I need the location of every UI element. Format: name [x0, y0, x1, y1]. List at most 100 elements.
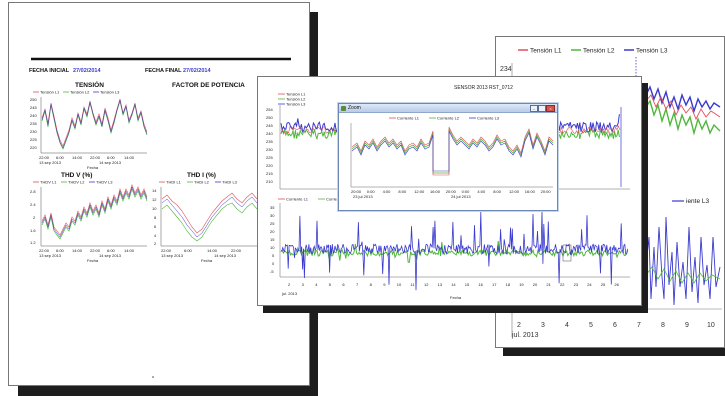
thdv-ytick: 2.4 — [30, 202, 36, 207]
middle-xticks: 2 3 4 5 6 7 8 9 10 11 12 13 14 15 16 17 18 19 20 21 22 23 24 25… — [288, 282, 620, 287]
thdv-legend-l1: THDV L1 — [40, 180, 57, 185]
middle-top-legend: Tensión L1 Tensión L2 Tensión L3 — [278, 92, 306, 107]
thdi-date-left: 13 sep 2013 — [161, 253, 184, 258]
middle-xtick: 23 — [574, 282, 579, 287]
middle-sheet: SENSOR 2013 RST_0712 Tensión L1 Tensión … — [257, 76, 642, 306]
zoom-window[interactable]: Zoom – × Corriente L1 Corriente L2 Corri… — [338, 103, 558, 211]
middle-xtick: 22 — [560, 282, 565, 287]
middle-current-l3 — [280, 210, 628, 291]
back-legend-l3: Tensión L3 — [636, 48, 668, 55]
zoom-xtick: 0:00 — [462, 189, 471, 194]
middle-marker-box — [562, 244, 572, 262]
back-xtick: 4 — [565, 322, 569, 329]
thdi-chart-title: THD I (%) — [187, 172, 216, 179]
zoom-current-l2 — [351, 128, 554, 174]
tension-series-l2 — [41, 100, 148, 150]
thdv-legend-l2: THDV L2 — [68, 180, 85, 185]
tension-series-l1 — [41, 98, 148, 147]
end-date-label: FECHA FINAL — [145, 68, 182, 74]
middle-xtick: 20 — [533, 282, 538, 287]
thdi-legend-l1: THDI L1 — [166, 180, 182, 185]
middle-xtick: 14 — [451, 282, 456, 287]
zoom-xtick: 12:00 — [414, 189, 425, 194]
close-button[interactable]: × — [546, 105, 555, 112]
back-xtick: 8 — [661, 322, 665, 329]
back-xtick: 5 — [589, 322, 593, 329]
middle-bottom-legend-l1: Corriente L1 — [286, 197, 309, 202]
middle-top-ytick: 254 — [266, 107, 273, 112]
thdv-date-right: 14 sep 2013 — [99, 253, 122, 258]
back-ytick-top: 234 — [500, 66, 512, 73]
middle-xtick: 21 — [546, 282, 551, 287]
tension-legend-l2: Tensión L2 — [70, 90, 90, 95]
middle-xtick: 13 — [438, 282, 443, 287]
middle-bottom-ytick: 25 — [270, 221, 275, 226]
thdi-legend-l3: THDI L3 — [222, 180, 238, 185]
back-voltage-l1 — [645, 94, 721, 121]
middle-legend-l1: Tensión L1 — [286, 92, 306, 97]
middle-xtick: 24 — [587, 282, 592, 287]
tension-ytick: 225 — [30, 137, 37, 142]
minimize-button[interactable]: – — [530, 105, 538, 112]
maximize-button[interactable] — [538, 105, 546, 112]
back-legend-l1: Tensión L1 — [530, 48, 562, 55]
thdi-xtick: 6:00 — [184, 248, 193, 253]
tension-date-right: 14 sep 2013 — [99, 160, 122, 165]
thdi-series-l1 — [161, 192, 258, 234]
thdv-ytick: 2 — [33, 215, 36, 220]
middle-title: SENSOR 2013 RST_0712 — [454, 85, 513, 91]
middle-bottom-ytick: 15 — [270, 237, 275, 242]
thdv-yticks: 2.8 2.4 2 1.6 1.2 — [30, 189, 36, 245]
middle-bottom-legend-l2: Corriente L2 — [326, 197, 349, 202]
thdv-xtick: 14:00 — [124, 248, 135, 253]
thdi-yticks: 14 12 10 8 6 4 2 — [152, 188, 157, 246]
start-date-label: FECHA INICIAL — [29, 68, 70, 74]
thdi-series-l2 — [161, 202, 258, 242]
zoom-date-right: 24 jul 2013 — [451, 194, 471, 199]
thdi-ytick: 4 — [154, 233, 157, 238]
middle-xtick: 4 — [315, 282, 318, 287]
tension-ytick: 240 — [30, 113, 37, 118]
tension-xlabel: Fecha — [87, 165, 99, 170]
middle-xlabel: Fecha — [450, 295, 462, 300]
zoom-date-left: 23 jul 2013 — [353, 194, 373, 199]
back-xtick: 3 — [541, 322, 545, 329]
middle-top-ytick: 210 — [266, 179, 273, 184]
tension-xtick: 6:00 — [107, 155, 116, 160]
thdi-xtick: 14:00 — [207, 248, 218, 253]
middle-month-label: jul. 2013 — [281, 291, 298, 296]
thdi-ytick: 2 — [154, 241, 157, 246]
report-graphics: FECHA INICIAL 27/02/2014 FECHA FINAL 27/… — [29, 57, 291, 378]
thdi-ytick: 14 — [152, 188, 157, 193]
thdi-ytick: 10 — [152, 206, 157, 211]
zoom-xtick: 0:00 — [367, 189, 376, 194]
thdi-ytick: 6 — [154, 224, 157, 229]
middle-xtick: 9 — [383, 282, 386, 287]
back-month-label: jul. 2013 — [511, 332, 539, 339]
tension-xticks: 22:00 6:00 14:00 22:00 6:00 14:00 13 sep… — [39, 155, 135, 170]
middle-xtick: 15 — [465, 282, 470, 287]
zoom-window-titlebar[interactable]: Zoom – × — [339, 104, 557, 113]
zoom-current-l3 — [351, 130, 554, 172]
thdv-series-l1 — [41, 184, 148, 236]
middle-xtick: 26 — [614, 282, 619, 287]
back-voltage-l3 — [645, 85, 721, 114]
middle-xtick: 7 — [356, 282, 359, 287]
thdi-xticks: 22:00 6:00 14:00 22:00 13 sep 2013 14 se… — [161, 248, 242, 263]
thdi-date-right: 14 sep 2013 — [214, 253, 237, 258]
thdi-series-l3 — [161, 196, 258, 238]
tension-yticks: 250 245 240 235 230 225 220 — [30, 97, 37, 150]
thdv-xtick: 6:00 — [56, 248, 65, 253]
middle-bottom-yticks: 35 30 25 20 15 10 5 0 -5 — [270, 205, 275, 274]
zoom-xticks: 20:00 0:00 4:00 8:00 12:00 16:00 20:00 0:00 4:00… — [351, 189, 551, 194]
middle-top-ytick: 225 — [266, 155, 273, 160]
middle-bottom-ytick: 30 — [270, 213, 275, 218]
tension-ytick: 220 — [30, 145, 37, 150]
middle-xtick: 17 — [492, 282, 497, 287]
end-date-value: 27/02/2014 — [183, 68, 211, 74]
middle-bottom-ytick: 5 — [272, 253, 275, 258]
zoom-window-title: Zoom — [348, 105, 361, 111]
zoom-xtick: 4:00 — [477, 189, 486, 194]
start-date-value: 27/02/2014 — [73, 68, 101, 74]
middle-xtick: 19 — [519, 282, 524, 287]
